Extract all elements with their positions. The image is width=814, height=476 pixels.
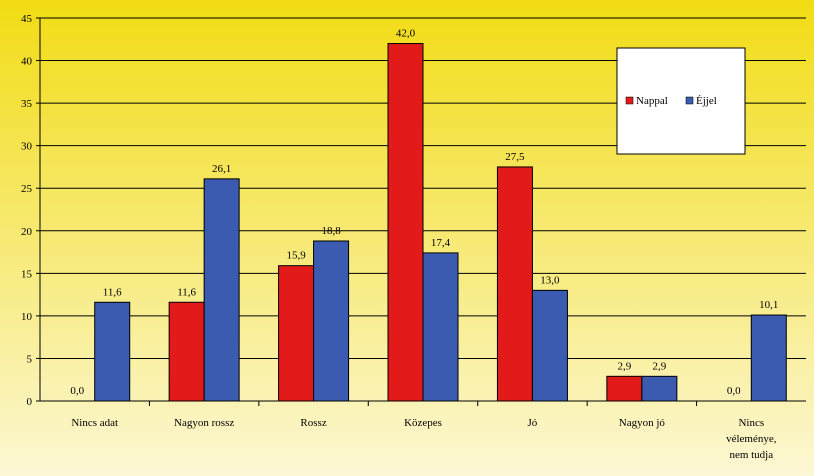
bars: 0,0 11,6 11,6 26,1 15,9 18,8 42,0 17,4 27,5 13,0 2… [70, 28, 787, 402]
x-category-label: Nincs adat [71, 417, 118, 429]
x-category-label: Rossz [300, 417, 326, 429]
data-label: 42,0 [396, 28, 416, 40]
bar-nappal [387, 43, 424, 402]
data-label: 17,4 [431, 237, 451, 249]
y-tick-label: 40 [21, 56, 33, 68]
data-label: 11,6 [103, 286, 122, 298]
bar-nappal [168, 301, 205, 402]
data-label: 15,9 [286, 250, 306, 262]
legend-label-ejjel: Éjjel [696, 95, 717, 107]
y-tick-label: 15 [21, 268, 33, 280]
bar-nappal [606, 375, 643, 402]
x-category-label: Nagyon jó [619, 417, 666, 429]
y-tick-label: 45 [21, 13, 33, 25]
y-tick-label: 0 [27, 396, 33, 408]
bar-ejjel [531, 289, 568, 402]
x-category-label: Jó [528, 417, 538, 429]
data-label: 2,9 [652, 360, 666, 372]
x-category-label: Nincs [738, 417, 764, 429]
bar-ejjel [313, 240, 350, 402]
x-category-label: véleménye, [726, 433, 777, 445]
data-label: 27,5 [505, 151, 525, 163]
data-label: 13,0 [540, 274, 560, 286]
y-tick-label: 20 [21, 226, 33, 238]
bar-ejjel [750, 314, 787, 402]
data-label: 0,0 [727, 385, 741, 397]
data-label: 0,0 [70, 385, 84, 397]
y-tick-label: 35 [21, 98, 33, 110]
y-tick-label: 25 [21, 183, 33, 195]
data-label: 10,1 [759, 299, 778, 311]
bar-nappal [496, 166, 533, 402]
data-label: 2,9 [617, 360, 631, 372]
y-axis: 0 5 10 15 20 25 30 35 40 45 [21, 13, 41, 408]
data-label: 18,8 [321, 225, 341, 237]
y-tick-label: 30 [21, 141, 33, 153]
x-category-label: nem tudja [729, 449, 773, 461]
x-axis: Nincs adat Nagyon rossz Rossz Közepes Jó Nagy… [40, 400, 806, 461]
x-category-label: Közepes [404, 417, 442, 429]
data-label: 11,6 [177, 286, 196, 298]
bar-ejjel [422, 252, 459, 402]
legend: Nappal Éjjel [616, 47, 746, 155]
bar-ejjel [641, 375, 678, 402]
legend-box [616, 47, 746, 155]
legend-swatch-ejjel [685, 96, 694, 105]
bar-nappal [278, 265, 315, 402]
y-tick-label: 10 [21, 311, 33, 323]
legend-label-nappal: Nappal [636, 95, 668, 107]
data-label: 26,1 [212, 163, 231, 175]
y-tick-label: 5 [27, 353, 33, 365]
legend-swatch-nappal [625, 96, 634, 105]
bar-ejjel [94, 301, 131, 402]
bar-ejjel [203, 178, 240, 402]
x-category-label: Nagyon rossz [174, 417, 234, 429]
